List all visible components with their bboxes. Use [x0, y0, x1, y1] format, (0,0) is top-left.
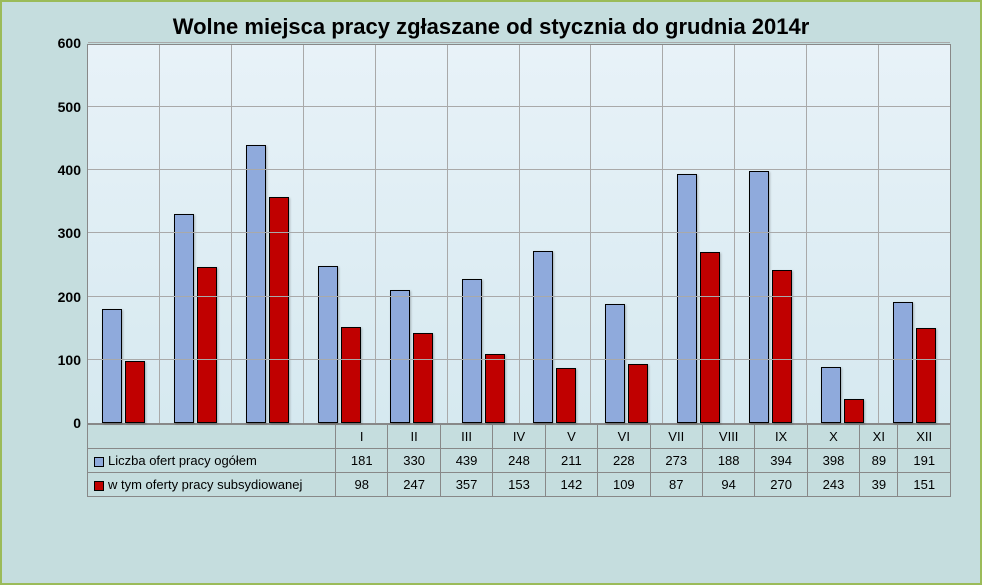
table-value-cell: 151 [898, 473, 951, 497]
table-category-cell: XII [898, 425, 951, 449]
bar [318, 266, 338, 423]
legend-marker [94, 481, 104, 491]
table-category-cell: XI [860, 425, 898, 449]
table-value-cell: 248 [493, 449, 545, 473]
bar [125, 361, 145, 423]
bar [485, 354, 505, 423]
bar [556, 368, 576, 423]
table-value-cell: 153 [493, 473, 545, 497]
bar [197, 267, 217, 423]
gridline [88, 359, 950, 360]
table-category-cell: VI [598, 425, 650, 449]
bar [628, 364, 648, 424]
bar [749, 171, 769, 423]
table-value-cell: 439 [440, 449, 492, 473]
table-value-cell: 142 [545, 473, 597, 497]
category-slot [88, 45, 160, 423]
table-value-cell: 247 [388, 473, 440, 497]
data-table-wrapper: IIIIIIIVVVIVIIVIIIIXXXIXIILiczba ofert p… [31, 424, 951, 497]
y-axis: 6005004003002001000 [31, 44, 87, 424]
gridline [88, 296, 950, 297]
chart-container: Wolne miejsca pracy zgłaszane od styczni… [0, 0, 982, 585]
category-slot [232, 45, 304, 423]
category-slot [807, 45, 879, 423]
table-category-cell: I [336, 425, 388, 449]
table-value-cell: 87 [650, 473, 702, 497]
series-label-cell: w tym oferty pracy subsydiowanej [88, 473, 336, 497]
table-value-cell: 98 [336, 473, 388, 497]
legend-marker [94, 457, 104, 467]
bar [821, 367, 841, 423]
bar [916, 328, 936, 424]
table-value-cell: 228 [598, 449, 650, 473]
bar [700, 252, 720, 423]
table-value-cell: 398 [807, 449, 859, 473]
bar [533, 251, 553, 424]
category-slot [448, 45, 520, 423]
gridline [88, 106, 950, 107]
gridline [88, 232, 950, 233]
table-value-cell: 211 [545, 449, 597, 473]
table-value-cell: 191 [898, 449, 951, 473]
table-value-cell: 89 [860, 449, 898, 473]
table-value-cell: 39 [860, 473, 898, 497]
category-slot [520, 45, 592, 423]
table-row: Liczba ofert pracy ogółem 181330439248211… [88, 449, 951, 473]
table-category-cell: X [807, 425, 859, 449]
table-category-cell: IV [493, 425, 545, 449]
table-value-cell: 109 [598, 473, 650, 497]
table-category-cell: V [545, 425, 597, 449]
table-value-cell: 181 [336, 449, 388, 473]
table-corner-cell [88, 425, 336, 449]
data-table: IIIIIIIVVVIVIIVIIIIXXXIXIILiczba ofert p… [87, 424, 951, 497]
table-value-cell: 94 [702, 473, 754, 497]
category-slot [663, 45, 735, 423]
chart-body: 6005004003002001000 [31, 44, 951, 424]
table-category-cell: VIII [702, 425, 754, 449]
category-slot [376, 45, 448, 423]
chart-title: Wolne miejsca pracy zgłaszane od styczni… [2, 2, 980, 44]
category-slot [160, 45, 232, 423]
table-header-row: IIIIIIIVVVIVIIVIIIIXXXIXII [88, 425, 951, 449]
gridline [88, 169, 950, 170]
table-category-cell: IX [755, 425, 807, 449]
bar [174, 214, 194, 423]
table-category-cell: VII [650, 425, 702, 449]
bar [844, 399, 864, 424]
bar [677, 174, 697, 424]
series-label: w tym oferty pracy subsydiowanej [108, 477, 302, 492]
table-value-cell: 273 [650, 449, 702, 473]
plot-wrapper: 6005004003002001000 [31, 44, 951, 424]
table-value-cell: 270 [755, 473, 807, 497]
table-row: w tym oferty pracy subsydiowanej 98247357… [88, 473, 951, 497]
category-slot [879, 45, 950, 423]
table-value-cell: 243 [807, 473, 859, 497]
bar [390, 290, 410, 424]
table-value-cell: 188 [702, 449, 754, 473]
series-label: Liczba ofert pracy ogółem [108, 453, 257, 468]
table-value-cell: 357 [440, 473, 492, 497]
bar [413, 333, 433, 423]
table-category-cell: II [388, 425, 440, 449]
bar [462, 279, 482, 423]
bar [269, 197, 289, 423]
bar [246, 145, 266, 423]
bar [893, 302, 913, 423]
bar [341, 327, 361, 424]
bar [772, 270, 792, 424]
table-category-cell: III [440, 425, 492, 449]
table-value-cell: 394 [755, 449, 807, 473]
series-label-cell: Liczba ofert pracy ogółem [88, 449, 336, 473]
category-slot [591, 45, 663, 423]
plot-area [87, 44, 951, 424]
table-value-cell: 330 [388, 449, 440, 473]
bar [605, 304, 625, 423]
category-slot [304, 45, 376, 423]
category-slot [735, 45, 807, 423]
gridline [88, 42, 950, 43]
bars-row [88, 45, 950, 423]
bar [102, 309, 122, 424]
